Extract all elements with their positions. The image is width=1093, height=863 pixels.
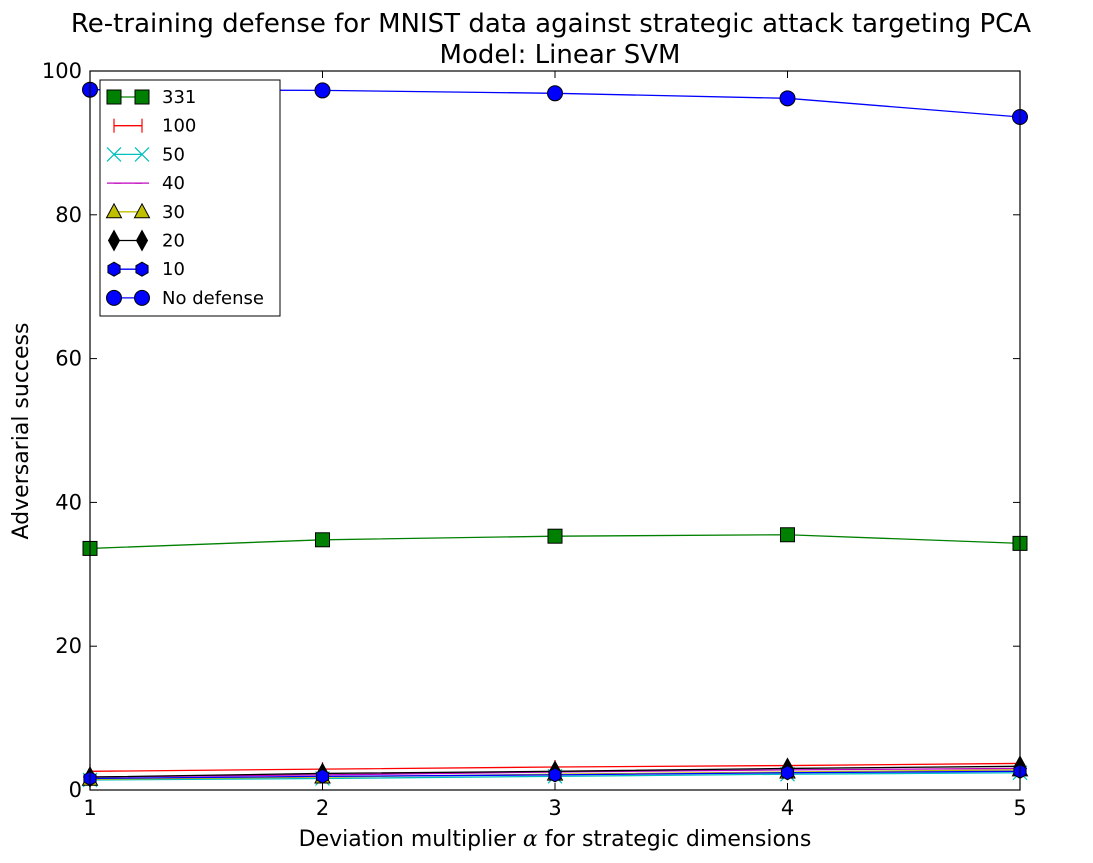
y-tick-label: 40 xyxy=(55,490,82,514)
x-axis-label: Deviation multiplier α for strategic dim… xyxy=(299,827,812,852)
legend-entry: 20 xyxy=(107,229,185,252)
legend-entry: 50 xyxy=(106,144,185,165)
legend-marker xyxy=(135,261,149,277)
data-point xyxy=(547,85,563,102)
legend-label: No defense xyxy=(162,288,264,309)
legend-label: 331 xyxy=(162,87,196,108)
legend-marker xyxy=(106,89,122,105)
legend-label: 30 xyxy=(162,202,185,223)
legend-label: 40 xyxy=(162,173,185,194)
legend-label: 10 xyxy=(162,259,185,280)
y-tick-label: 20 xyxy=(55,634,82,658)
legend-marker xyxy=(134,146,150,162)
data-point xyxy=(780,527,795,543)
legend-marker xyxy=(106,289,122,306)
data-point xyxy=(780,765,795,781)
data-point xyxy=(547,528,563,544)
legend-label: 100 xyxy=(162,116,196,137)
x-tick-label: 4 xyxy=(781,796,794,820)
data-point xyxy=(314,82,331,99)
legend-marker xyxy=(134,89,150,105)
chart-title: Re-training defense for MNIST data again… xyxy=(71,9,1031,39)
legend-marker xyxy=(107,229,121,252)
legend-marker xyxy=(106,146,122,162)
data-point xyxy=(779,90,796,107)
series-0 xyxy=(82,527,1028,556)
legend-marker xyxy=(135,229,149,252)
legend-entry: 10 xyxy=(107,259,185,280)
legend-marker xyxy=(133,202,151,219)
legend-entry: 40 xyxy=(107,173,185,194)
legend-label: 50 xyxy=(162,144,185,165)
y-tick-label: 100 xyxy=(42,59,82,83)
y-tick-label: 60 xyxy=(55,347,82,371)
legend-marker xyxy=(107,261,121,277)
y-tick-label: 80 xyxy=(55,203,82,227)
data-point xyxy=(548,767,562,783)
legend-label: 20 xyxy=(162,231,185,252)
legend-box xyxy=(99,79,281,317)
legend-entry: 100 xyxy=(113,116,196,137)
x-tick-label: 3 xyxy=(548,796,561,820)
legend-entry: 30 xyxy=(105,202,185,223)
x-tick-label: 5 xyxy=(1013,796,1026,820)
legend-marker xyxy=(105,202,123,219)
x-tick-label: 1 xyxy=(83,796,96,820)
legend-marker xyxy=(134,289,150,306)
y-tick-label: 0 xyxy=(69,778,82,802)
data-point xyxy=(315,532,330,548)
x-tick-label: 2 xyxy=(316,796,329,820)
y-axis-label: Adversarial success xyxy=(9,323,34,540)
chart-subtitle: Model: Linear SVM xyxy=(440,40,681,70)
legend: 331 100 50 40 30 20 10 No defense xyxy=(99,79,281,317)
data-point xyxy=(315,768,330,784)
legend-entry: No defense xyxy=(106,288,264,309)
legend-entry: 331 xyxy=(106,87,196,108)
